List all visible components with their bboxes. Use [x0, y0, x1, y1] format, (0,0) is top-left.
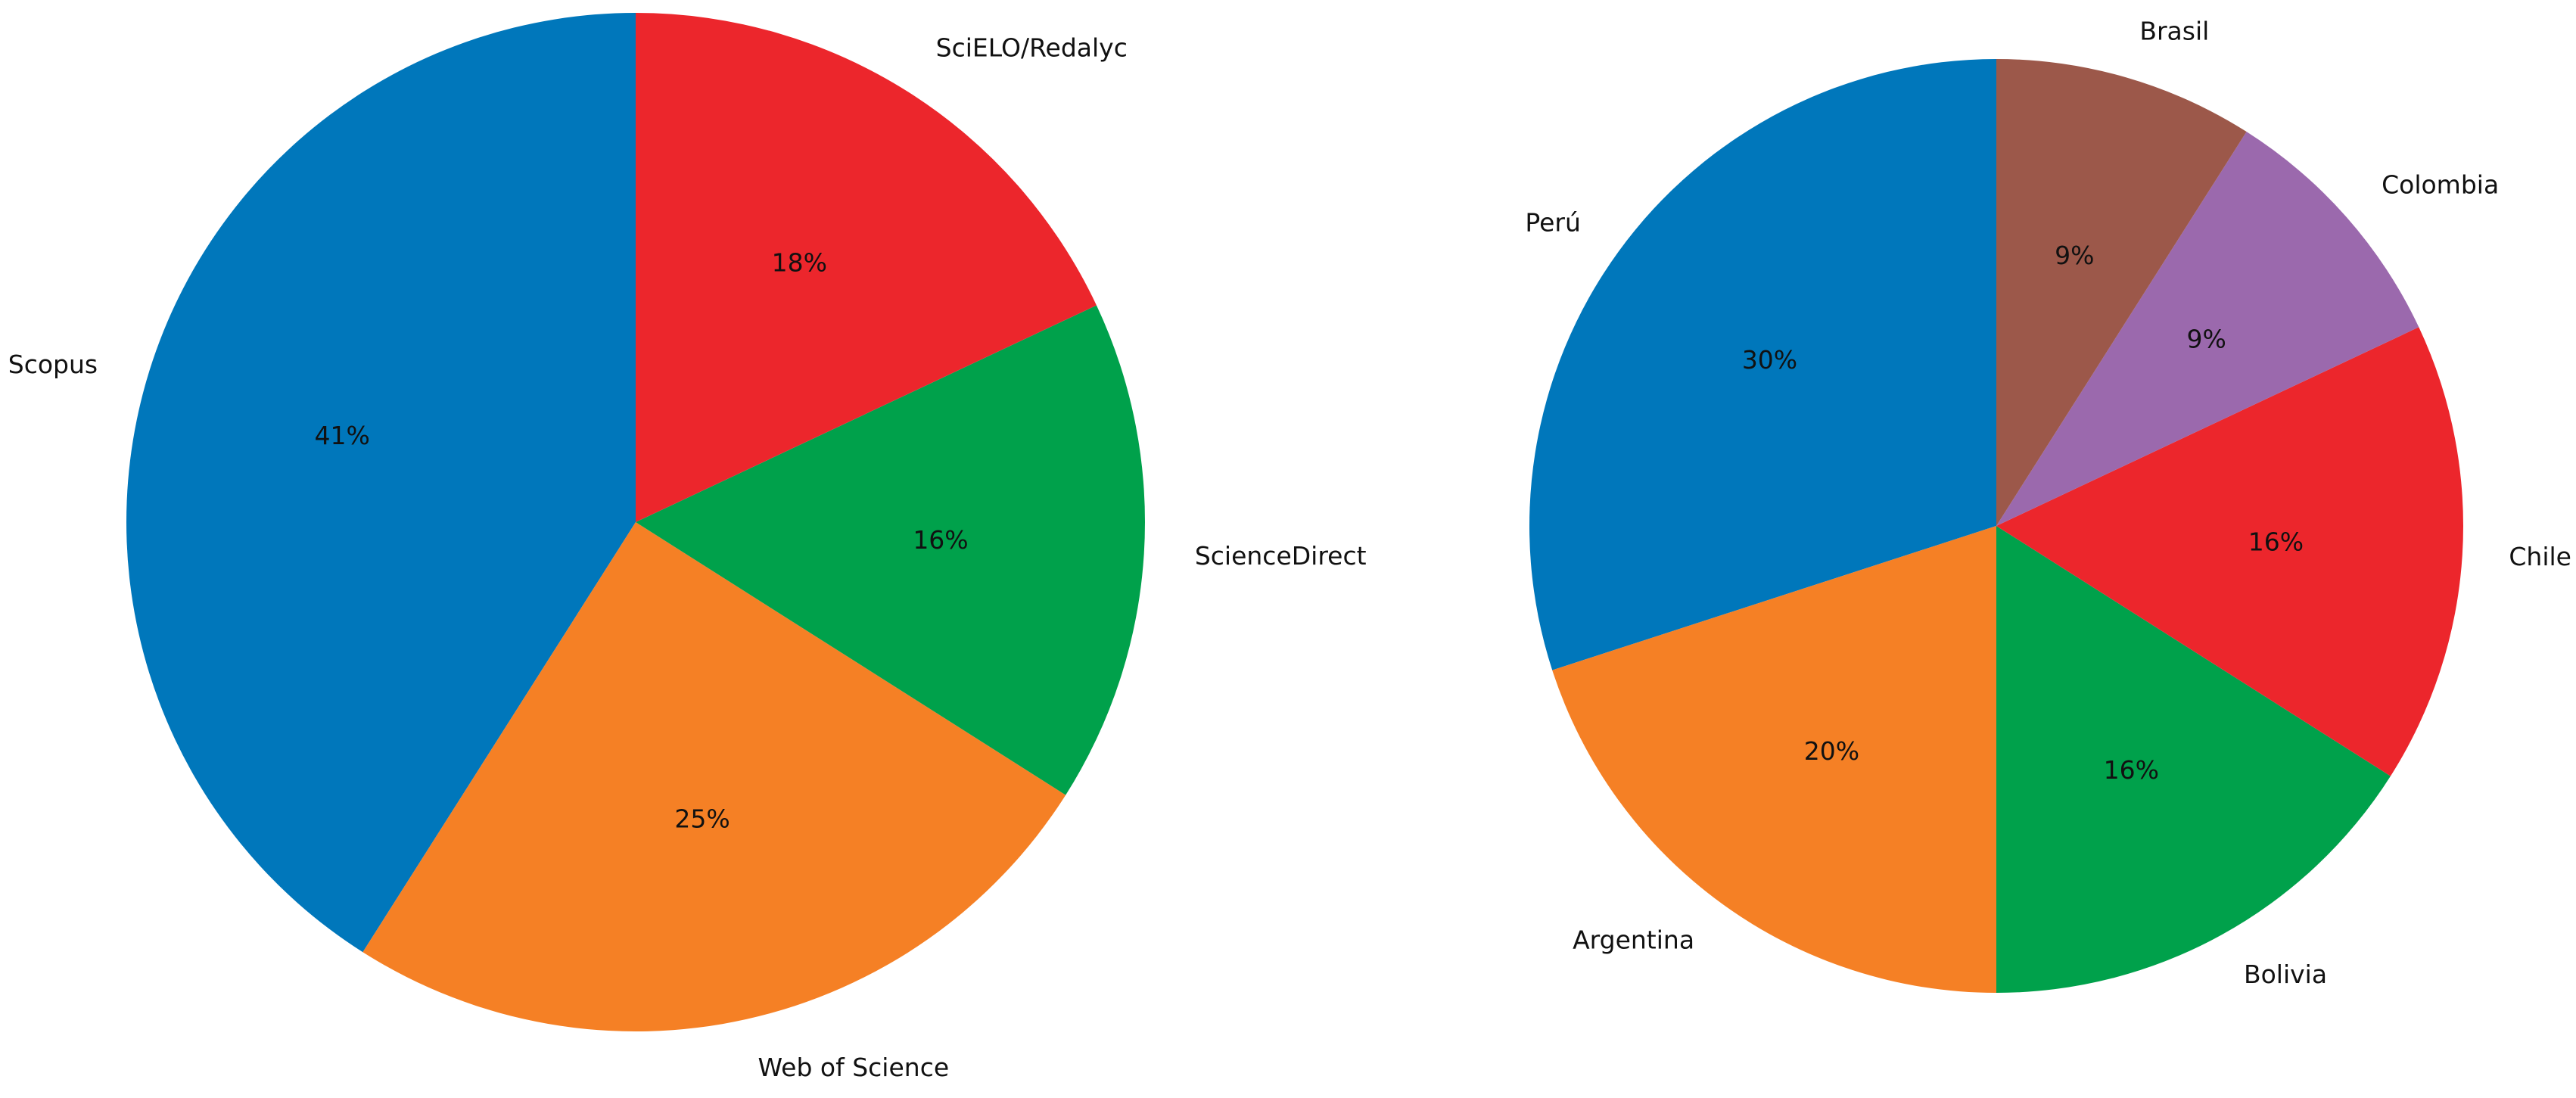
slice-value-label: 18% [772, 248, 827, 278]
pie-slice [1996, 59, 2247, 526]
slice-value-label: 16% [2104, 755, 2159, 785]
slice-label: Web of Science [758, 1053, 949, 1082]
pie-slice [1996, 526, 2391, 993]
pie-slice [362, 522, 1066, 1031]
slice-value-label: 16% [913, 525, 968, 555]
pie-slice [1996, 132, 2419, 526]
slice-label: Scopus [8, 350, 98, 379]
slice-label: Chile [2509, 542, 2571, 571]
pie-slice [636, 13, 1097, 522]
slice-value-label: 16% [2248, 527, 2304, 557]
slice-label: Argentina [1573, 925, 1694, 955]
slice-label: ScienceDirect [1195, 541, 1367, 571]
slice-label: Colombia [2382, 170, 2499, 200]
slice-value-label: 41% [315, 421, 370, 450]
slice-value-label: 25% [674, 804, 730, 834]
slice-value-label: 30% [1742, 345, 1797, 375]
slice-label: SciELO/Redalyc [936, 33, 1128, 62]
slice-value-label: 9% [2187, 325, 2226, 354]
pie-slice [1529, 59, 1996, 670]
pie-slice [636, 305, 1145, 795]
slice-label: Bolivia [2244, 960, 2327, 989]
pie-slice [126, 13, 636, 953]
slice-label: Perú [1525, 208, 1581, 238]
pie-slice [1552, 526, 1996, 993]
pie-slice [1996, 327, 2464, 776]
slice-label: Brasil [2139, 17, 2209, 46]
slice-value-label: 20% [1804, 736, 1859, 766]
slice-value-label: 9% [2055, 241, 2094, 270]
